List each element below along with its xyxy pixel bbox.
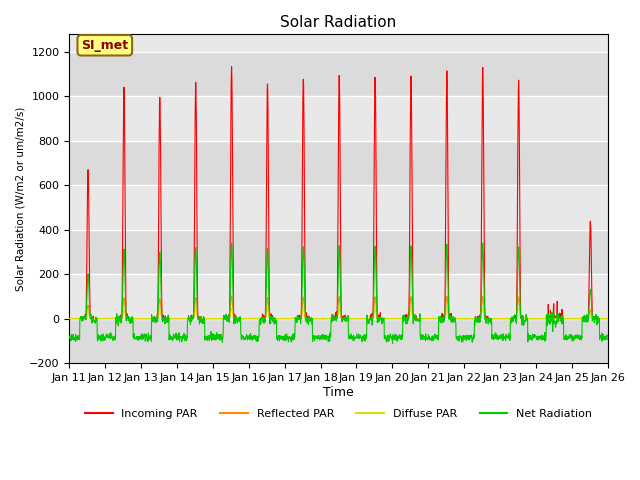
Net Radiation: [216, 331, 223, 337]
Net Radiation: [354, 336, 362, 341]
Net Radiation: [366, 319, 374, 324]
Line: Reflected PAR: Reflected PAR: [69, 296, 607, 319]
Incoming PAR: [216, 316, 223, 322]
Incoming PAR: [354, 316, 362, 322]
Net Radiation: [495, 334, 503, 340]
Bar: [69, 229, 607, 274]
Net Radiation: [228, 240, 236, 246]
Reflected PAR: [495, 316, 502, 322]
Bar: [69, 141, 607, 185]
Incoming PAR: [495, 316, 502, 322]
Incoming PAR: [366, 316, 374, 322]
Incoming PAR: [604, 316, 611, 322]
Diffuse PAR: [354, 316, 362, 322]
Diffuse PAR: [366, 316, 374, 322]
Diffuse PAR: [604, 316, 611, 322]
Net Radiation: [388, 341, 396, 347]
Reflected PAR: [228, 293, 236, 299]
Reflected PAR: [571, 316, 579, 322]
Net Radiation: [604, 336, 611, 342]
Line: Diffuse PAR: Diffuse PAR: [69, 309, 607, 319]
Line: Net Radiation: Net Radiation: [69, 243, 607, 344]
Reflected PAR: [216, 316, 223, 322]
Incoming PAR: [556, 315, 564, 321]
Reflected PAR: [556, 316, 564, 322]
Diffuse PAR: [65, 316, 73, 322]
Legend: Incoming PAR, Reflected PAR, Diffuse PAR, Net Radiation: Incoming PAR, Reflected PAR, Diffuse PAR…: [80, 405, 596, 423]
Bar: [69, 52, 607, 96]
Bar: [69, 319, 607, 363]
Diffuse PAR: [228, 306, 236, 312]
Net Radiation: [65, 334, 73, 340]
Net Radiation: [572, 336, 579, 342]
Incoming PAR: [65, 316, 73, 322]
Y-axis label: Solar Radiation (W/m2 or um/m2/s): Solar Radiation (W/m2 or um/m2/s): [15, 106, 25, 291]
Incoming PAR: [228, 64, 236, 70]
Line: Incoming PAR: Incoming PAR: [69, 67, 607, 319]
Reflected PAR: [366, 316, 374, 322]
Diffuse PAR: [556, 316, 564, 322]
Net Radiation: [556, 314, 564, 320]
Diffuse PAR: [571, 316, 579, 322]
Reflected PAR: [65, 316, 73, 322]
Reflected PAR: [604, 316, 611, 322]
Reflected PAR: [354, 316, 362, 322]
X-axis label: Time: Time: [323, 385, 354, 398]
Text: SI_met: SI_met: [81, 39, 129, 52]
Incoming PAR: [571, 316, 579, 322]
Title: Solar Radiation: Solar Radiation: [280, 15, 397, 30]
Diffuse PAR: [495, 316, 502, 322]
Diffuse PAR: [216, 316, 223, 322]
